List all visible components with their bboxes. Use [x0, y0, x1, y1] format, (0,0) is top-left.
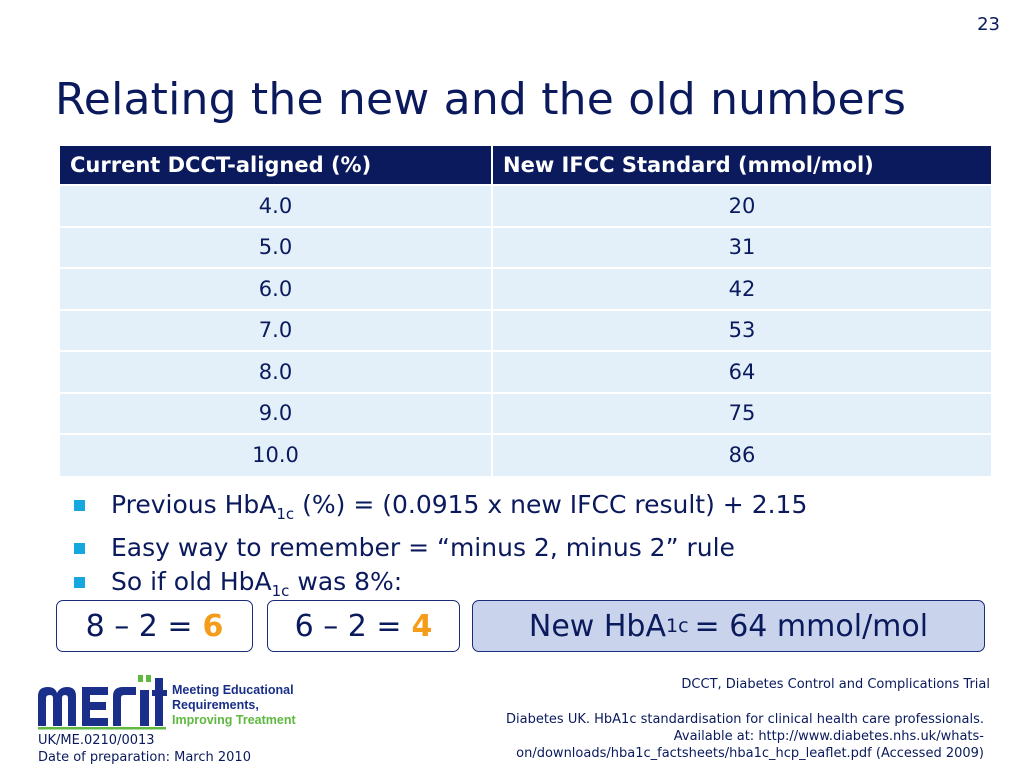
- slide-number: 23: [977, 14, 1000, 35]
- table-row: 5.0 31: [60, 225, 991, 268]
- square-bullet-icon: [74, 500, 85, 511]
- reference-line-2: Available at: http://www.diabetes.nhs.uk…: [673, 729, 984, 744]
- reference-line-1: Diabetes UK. HbA1c standardisation for c…: [505, 712, 984, 727]
- hba1c-subscript: 1c: [276, 505, 295, 523]
- ifcc-cell: 53: [492, 308, 991, 351]
- logo-tagline: Meeting Educational Requirements, Improv…: [172, 683, 296, 728]
- table-row: 8.0 64: [60, 350, 991, 393]
- hba1c-subscript: 1c: [271, 582, 290, 600]
- bullet-example: So if old HbA1c was 8%:: [74, 565, 807, 608]
- dcct-cell: 5.0: [60, 225, 493, 268]
- merit-logo-icon: [38, 675, 167, 730]
- calc-step-1-expression: 8 – 2 =: [85, 608, 193, 644]
- ifcc-cell: 31: [492, 225, 991, 268]
- dcct-cell: 9.0: [60, 391, 493, 434]
- dcct-cell: 6.0: [60, 267, 493, 310]
- header-dcct: Current DCCT-aligned (%): [60, 146, 493, 185]
- bullet-rule-text: Easy way to remember = “minus 2, minus 2…: [111, 533, 735, 562]
- bullet-example-rest: was 8%:: [289, 567, 403, 596]
- dcct-cell: 10.0: [60, 433, 493, 476]
- ifcc-cell: 64: [492, 350, 991, 393]
- calc-final-box: New HbA 1c = 64 mmol/mol: [472, 600, 985, 652]
- ifcc-cell: 86: [492, 433, 991, 476]
- hba1c-subscript: 1c: [666, 615, 689, 637]
- abbreviation-footnote: DCCT, Diabetes Control and Complications…: [681, 677, 990, 692]
- table-row: 7.0 53: [60, 308, 991, 351]
- bullet-formula-rest: (%) = (0.0915 x new IFCC result) + 2.15: [294, 490, 808, 519]
- table-row: 10.0 86: [60, 433, 991, 476]
- logo-line-2: Requirements,: [172, 698, 259, 712]
- calc-step-1-box: 8 – 2 = 6: [56, 600, 253, 652]
- calc-step-2-result: 4: [411, 608, 433, 644]
- reference-footnote: Diabetes UK. HbA1c standardisation for c…: [424, 711, 984, 762]
- calc-step-2-expression: 6 – 2 =: [294, 608, 402, 644]
- dcct-cell: 7.0: [60, 308, 493, 351]
- table-row: 4.0 20: [60, 184, 991, 227]
- ifcc-cell: 42: [492, 267, 991, 310]
- calc-step-1-result: 6: [202, 608, 224, 644]
- table-row: 6.0 42: [60, 267, 991, 310]
- logo-line-1: Meeting Educational: [172, 683, 294, 697]
- footer-info: UK/ME.0210/0013 Date of preparation: Mar…: [38, 732, 251, 766]
- bullet-rule: Easy way to remember = “minus 2, minus 2…: [74, 531, 807, 565]
- bullet-formula-prefix: Previous HbA: [111, 490, 277, 519]
- dcct-cell: 4.0: [60, 184, 493, 227]
- table-row: 9.0 75: [60, 391, 991, 434]
- logo-line-3: Improving Treatment: [172, 713, 296, 727]
- slide-title: Relating the new and the old numbers: [55, 74, 907, 125]
- calc-step-2-box: 6 – 2 = 4: [267, 600, 460, 652]
- bullet-formula: Previous HbA1c (%) = (0.0915 x new IFCC …: [74, 488, 807, 531]
- document-code: UK/ME.0210/0013: [38, 733, 155, 748]
- ifcc-cell: 75: [492, 391, 991, 434]
- calc-final-result: = 64 mmol/mol: [694, 608, 929, 644]
- square-bullet-icon: [74, 577, 85, 588]
- ifcc-cell: 20: [492, 184, 991, 227]
- square-bullet-icon: [74, 543, 85, 554]
- reference-line-3: on/downloads/hba1c_factsheets/hba1c_hcp_…: [516, 746, 984, 761]
- table-header-row: Current DCCT-aligned (%) New IFCC Standa…: [60, 146, 991, 185]
- bullet-example-prefix: So if old HbA: [111, 567, 272, 596]
- preparation-date: Date of preparation: March 2010: [38, 750, 251, 765]
- calc-final-prefix: New HbA: [528, 608, 666, 644]
- header-ifcc: New IFCC Standard (mmol/mol): [492, 146, 991, 185]
- dcct-cell: 8.0: [60, 350, 493, 393]
- bullet-list: Previous HbA1c (%) = (0.0915 x new IFCC …: [74, 488, 807, 608]
- conversion-table: Current DCCT-aligned (%) New IFCC Standa…: [60, 146, 991, 476]
